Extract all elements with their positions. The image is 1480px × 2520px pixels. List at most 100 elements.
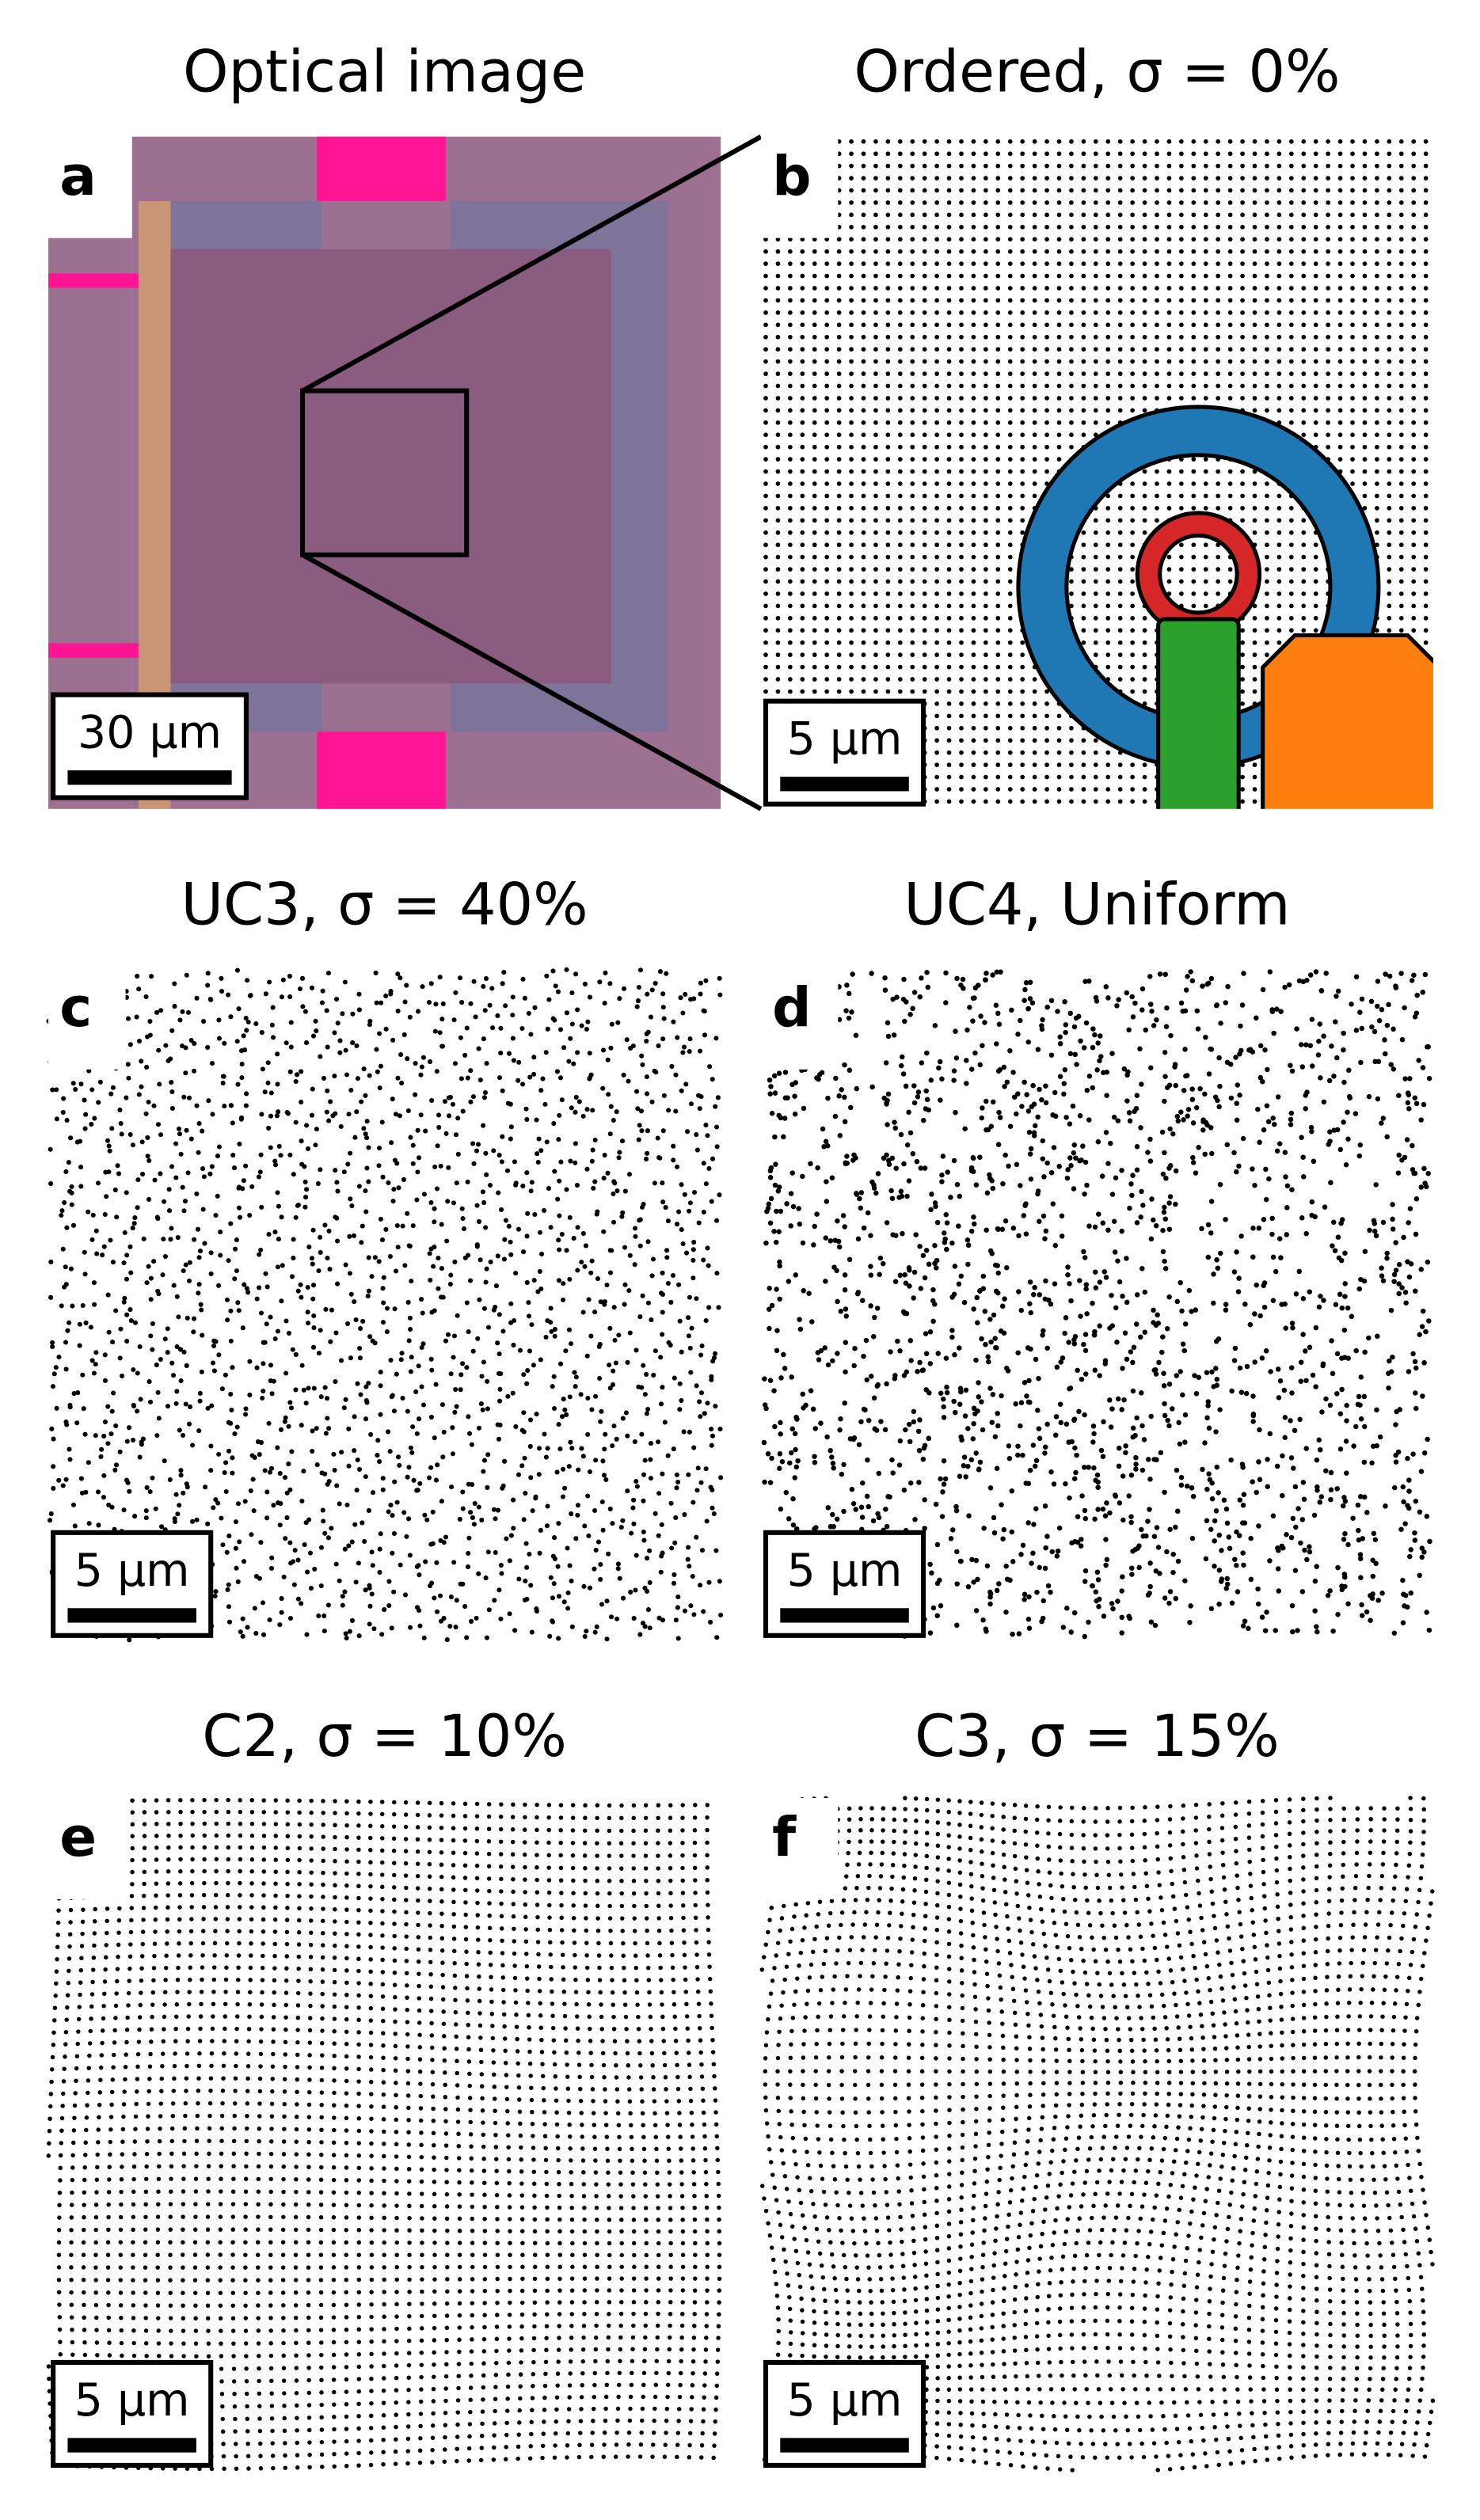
dot <box>1276 359 1282 364</box>
dot <box>1142 212 1147 218</box>
dot <box>1216 591 1221 596</box>
dot <box>306 1146 311 1151</box>
dot <box>516 1059 522 1065</box>
dot <box>1155 371 1159 376</box>
dot <box>1069 432 1074 438</box>
dot <box>946 738 952 743</box>
dot <box>1350 163 1355 169</box>
dot <box>292 1548 298 1553</box>
dot <box>1227 334 1233 340</box>
dot <box>934 762 939 767</box>
dot <box>1387 151 1392 157</box>
dot <box>995 298 1001 303</box>
dot <box>959 176 964 181</box>
dot <box>885 603 891 609</box>
dot <box>1252 310 1257 315</box>
dot <box>1069 579 1074 584</box>
dot <box>1411 603 1417 609</box>
dot <box>1375 396 1379 401</box>
dot <box>959 408 964 413</box>
dot <box>1142 261 1147 266</box>
dot <box>897 224 903 230</box>
dot <box>413 1389 419 1395</box>
dot <box>466 1431 473 1436</box>
dot <box>568 1036 573 1041</box>
dot <box>584 1353 590 1359</box>
dot <box>1375 224 1379 230</box>
dot <box>359 1099 364 1104</box>
dot <box>836 310 842 315</box>
dot <box>434 1186 440 1192</box>
dot <box>465 1075 470 1081</box>
dot <box>1081 261 1086 266</box>
dot <box>1313 200 1318 205</box>
dot <box>1326 420 1330 425</box>
dot <box>346 1112 352 1117</box>
dot <box>1337 249 1343 254</box>
dot <box>345 1321 351 1326</box>
dot <box>1117 200 1123 205</box>
dot <box>775 420 781 425</box>
dot <box>1423 249 1429 254</box>
dot <box>1093 383 1098 389</box>
dot <box>499 1159 504 1165</box>
dot <box>333 1168 338 1173</box>
dot <box>367 1334 373 1340</box>
dot <box>209 1061 215 1066</box>
dot <box>659 1522 664 1527</box>
dot <box>788 518 793 523</box>
dot <box>106 1329 112 1335</box>
dot <box>1240 628 1245 633</box>
dot <box>1350 359 1355 364</box>
dot <box>70 1081 76 1086</box>
dot <box>1179 506 1184 511</box>
dot <box>1375 151 1379 157</box>
dot <box>1020 677 1025 682</box>
dot <box>775 457 781 462</box>
dot <box>592 1566 597 1572</box>
dot <box>649 1099 655 1104</box>
dot <box>812 286 817 291</box>
dot <box>763 469 768 474</box>
dot <box>199 1307 204 1313</box>
dot <box>388 1358 394 1363</box>
dot <box>1117 530 1123 535</box>
dot <box>575 1512 580 1518</box>
dot <box>934 787 939 792</box>
dot <box>959 212 964 218</box>
dot <box>585 1019 591 1024</box>
dot <box>1093 139 1098 144</box>
dot <box>1337 432 1343 438</box>
dot <box>260 1395 265 1401</box>
dot <box>922 298 927 303</box>
dot <box>656 1043 661 1048</box>
dot <box>622 1282 628 1287</box>
dot <box>1020 762 1025 767</box>
dot <box>800 261 805 266</box>
dot <box>861 506 866 511</box>
dot <box>510 1390 516 1396</box>
dot <box>788 261 793 266</box>
dot <box>922 188 927 193</box>
dot <box>861 628 866 633</box>
dot <box>946 457 952 462</box>
dot <box>451 1333 457 1339</box>
dot <box>542 1207 547 1213</box>
dot <box>1301 200 1307 205</box>
dot <box>861 310 866 315</box>
dot <box>849 151 854 157</box>
dot <box>414 1488 420 1493</box>
dot <box>169 1089 175 1095</box>
dot <box>268 1090 274 1096</box>
dot <box>464 1025 470 1031</box>
dot <box>1203 286 1208 291</box>
dot <box>934 163 939 169</box>
dot <box>1276 493 1282 499</box>
dot <box>1203 481 1208 486</box>
dot <box>597 979 603 985</box>
dot <box>272 1158 278 1164</box>
dot <box>634 1089 640 1094</box>
dot <box>983 371 988 376</box>
dot <box>1362 249 1368 254</box>
dot <box>537 1268 542 1274</box>
